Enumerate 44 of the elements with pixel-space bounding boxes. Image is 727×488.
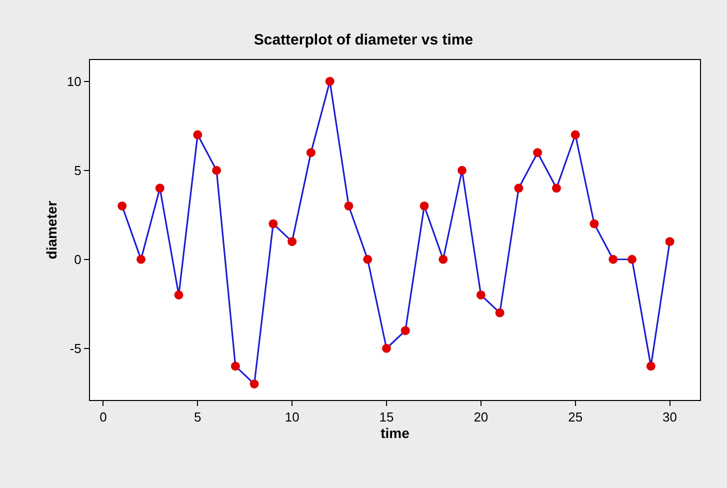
x-tick-label: 25 bbox=[568, 410, 583, 425]
point bbox=[514, 184, 524, 193]
x-axis-title: time bbox=[380, 424, 410, 441]
point bbox=[288, 237, 297, 246]
y-tick-label: 0 bbox=[74, 252, 82, 267]
point bbox=[570, 130, 580, 140]
point bbox=[325, 76, 334, 86]
point bbox=[363, 254, 372, 264]
point bbox=[118, 201, 127, 210]
point bbox=[628, 254, 637, 264]
x-tick-label: 0 bbox=[100, 410, 107, 425]
y-tick-label: 5 bbox=[74, 162, 82, 178]
point bbox=[382, 344, 391, 353]
point bbox=[250, 379, 259, 388]
point bbox=[155, 184, 164, 193]
y-axis-title: diameter bbox=[44, 200, 60, 260]
point bbox=[230, 362, 240, 371]
point bbox=[665, 237, 674, 246]
x-tick-label: 15 bbox=[379, 410, 394, 425]
point bbox=[533, 148, 542, 158]
point bbox=[306, 148, 316, 158]
point bbox=[590, 219, 599, 228]
point bbox=[400, 326, 410, 336]
point bbox=[608, 254, 618, 264]
point bbox=[458, 166, 467, 175]
point bbox=[646, 362, 656, 371]
point bbox=[268, 219, 278, 228]
point bbox=[174, 290, 184, 300]
point bbox=[552, 184, 561, 193]
point bbox=[420, 201, 429, 210]
x-tick-label: 20 bbox=[474, 410, 488, 425]
x-tick-label: 10 bbox=[284, 410, 300, 425]
point bbox=[344, 201, 354, 210]
point bbox=[476, 290, 486, 300]
x-tick-label: 30 bbox=[662, 410, 678, 425]
point bbox=[193, 130, 202, 140]
point bbox=[438, 254, 448, 264]
y-tick-label: 10 bbox=[66, 74, 82, 89]
x-tick-label: 5 bbox=[194, 410, 202, 425]
point bbox=[212, 166, 222, 175]
point bbox=[136, 254, 146, 264]
point bbox=[495, 308, 504, 318]
chart-title: Scatterplot of diameter vs time bbox=[254, 32, 474, 49]
y-tick-label: -5 bbox=[70, 340, 82, 356]
